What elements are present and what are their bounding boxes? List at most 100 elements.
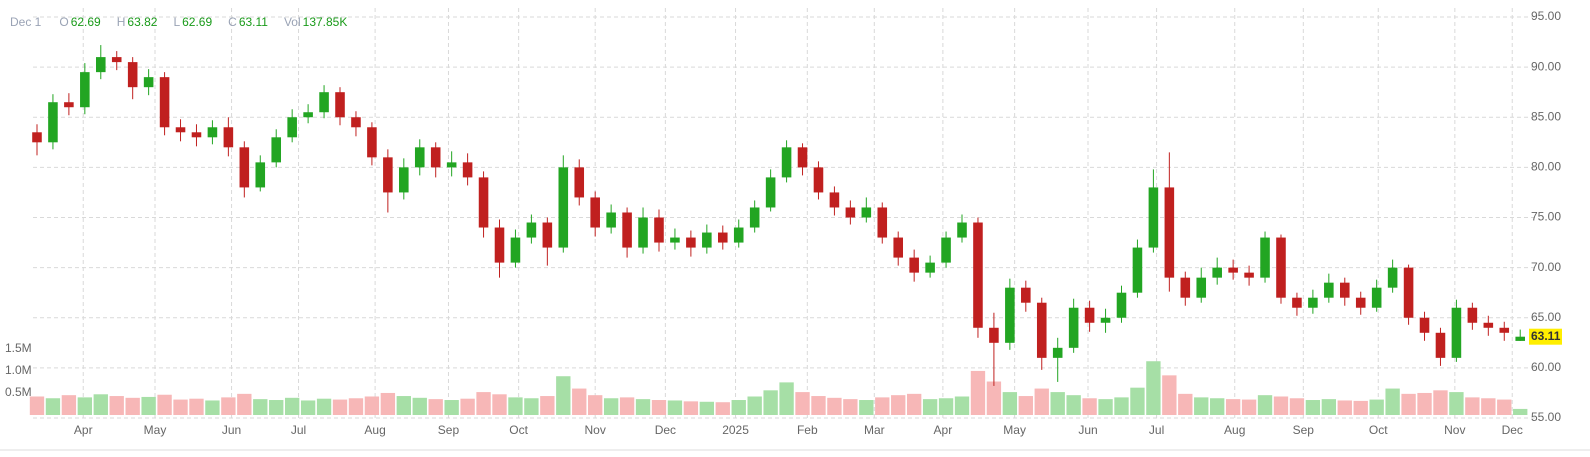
x-tick-label: Sep	[1293, 423, 1315, 437]
volume-bar	[891, 395, 906, 415]
candle-body	[430, 147, 441, 168]
volume-bar	[667, 400, 683, 415]
candle-body	[223, 127, 234, 148]
candle-body	[1499, 327, 1510, 333]
header-field-label: C	[228, 15, 237, 29]
volume-bar	[348, 398, 364, 415]
volume-bar	[1194, 397, 1209, 415]
volume-bar	[380, 392, 396, 415]
volume-bar	[1178, 393, 1193, 415]
volume-bar	[795, 392, 810, 415]
volume-bar	[651, 400, 667, 415]
candle-body	[590, 197, 600, 228]
volume-bar	[300, 400, 316, 415]
candle-body	[1483, 322, 1494, 328]
candle-body	[1021, 287, 1031, 303]
x-tick-label: Mar	[864, 423, 885, 437]
volume-bar	[1225, 399, 1241, 415]
candle-body	[414, 147, 425, 168]
candle-body	[1052, 347, 1063, 358]
candle-body	[1228, 267, 1238, 273]
candle-body	[351, 117, 361, 128]
candle-body	[255, 162, 266, 188]
candle-body	[1164, 187, 1175, 278]
candle-body	[606, 212, 616, 228]
candle-body	[383, 157, 393, 193]
x-tick-label: May	[1003, 423, 1026, 437]
volume-bar	[827, 397, 842, 415]
volume-bar	[1289, 398, 1305, 415]
header-field-label: Vol	[284, 15, 301, 29]
x-tick-label: Jun	[1078, 423, 1097, 437]
candle-body	[191, 132, 202, 138]
volume-tick-label: 1.0M	[5, 363, 32, 377]
candle-body	[32, 132, 42, 143]
candle-body	[95, 57, 106, 73]
candle-body	[1371, 287, 1382, 308]
x-tick-label: Apr	[74, 423, 93, 437]
volume-bar	[1273, 396, 1289, 415]
volume-bar	[572, 388, 587, 415]
volume-tick-label: 0.5M	[5, 385, 32, 399]
candle-body	[478, 177, 489, 228]
candle-body	[1355, 297, 1366, 308]
x-tick-label: Nov	[1444, 423, 1465, 437]
candle-body	[303, 112, 313, 118]
candle-body	[686, 237, 696, 248]
candle-body	[1451, 307, 1462, 358]
x-tick-label: Nov	[585, 423, 606, 437]
candle-body	[1116, 292, 1127, 318]
volume-bar	[1098, 399, 1113, 415]
volume-bar	[77, 397, 93, 415]
volume-bar	[1130, 387, 1145, 415]
candle-body	[542, 222, 553, 248]
volume-bar	[476, 392, 491, 415]
volume-bar	[157, 394, 172, 415]
candle-body	[1435, 332, 1446, 358]
candle-body	[702, 232, 712, 248]
volume-bar	[1050, 392, 1065, 415]
candle-body	[446, 162, 457, 168]
x-tick-label: Aug	[364, 423, 385, 437]
x-tick-label: Aug	[1224, 423, 1245, 437]
x-tick-label: Dec	[1502, 423, 1523, 437]
volume-bar	[540, 396, 555, 415]
volume-bar	[332, 399, 348, 415]
volume-bar	[1034, 388, 1049, 415]
candle-body	[1387, 267, 1398, 288]
volume-bar	[1321, 399, 1337, 415]
candle-body	[462, 162, 473, 178]
volume-bar	[1369, 399, 1384, 415]
candle-body	[622, 212, 632, 248]
candle-body	[638, 217, 648, 248]
y-tick-label: 70.00	[1531, 260, 1561, 274]
candle-body	[1419, 317, 1430, 333]
volume-bar	[141, 396, 156, 415]
candle-body	[319, 92, 329, 113]
candle-body	[813, 167, 824, 193]
y-tick-label: 65.00	[1531, 310, 1561, 324]
candle-body	[781, 147, 792, 178]
candle-body	[1212, 267, 1222, 278]
candle-body	[510, 237, 521, 263]
header-field-value: 63.82	[127, 15, 157, 29]
candle-body	[367, 127, 377, 158]
volume-bar	[811, 396, 826, 415]
last-price-box	[1529, 328, 1562, 345]
candle-body	[80, 72, 90, 108]
volume-bar	[747, 396, 762, 415]
candle-body	[1308, 297, 1318, 308]
candle-body	[1276, 237, 1286, 298]
volume-bar	[715, 402, 730, 415]
volume-bar	[45, 398, 61, 415]
candle-body	[143, 77, 154, 88]
x-tick-label: Feb	[797, 423, 818, 437]
volume-bar	[906, 393, 922, 415]
candle-body	[1339, 282, 1350, 298]
volume-bar	[1257, 395, 1273, 415]
header-date: Dec 1	[10, 15, 42, 29]
candle-body	[494, 227, 505, 263]
volume-bar	[619, 397, 635, 415]
y-tick-label: 90.00	[1531, 59, 1561, 73]
